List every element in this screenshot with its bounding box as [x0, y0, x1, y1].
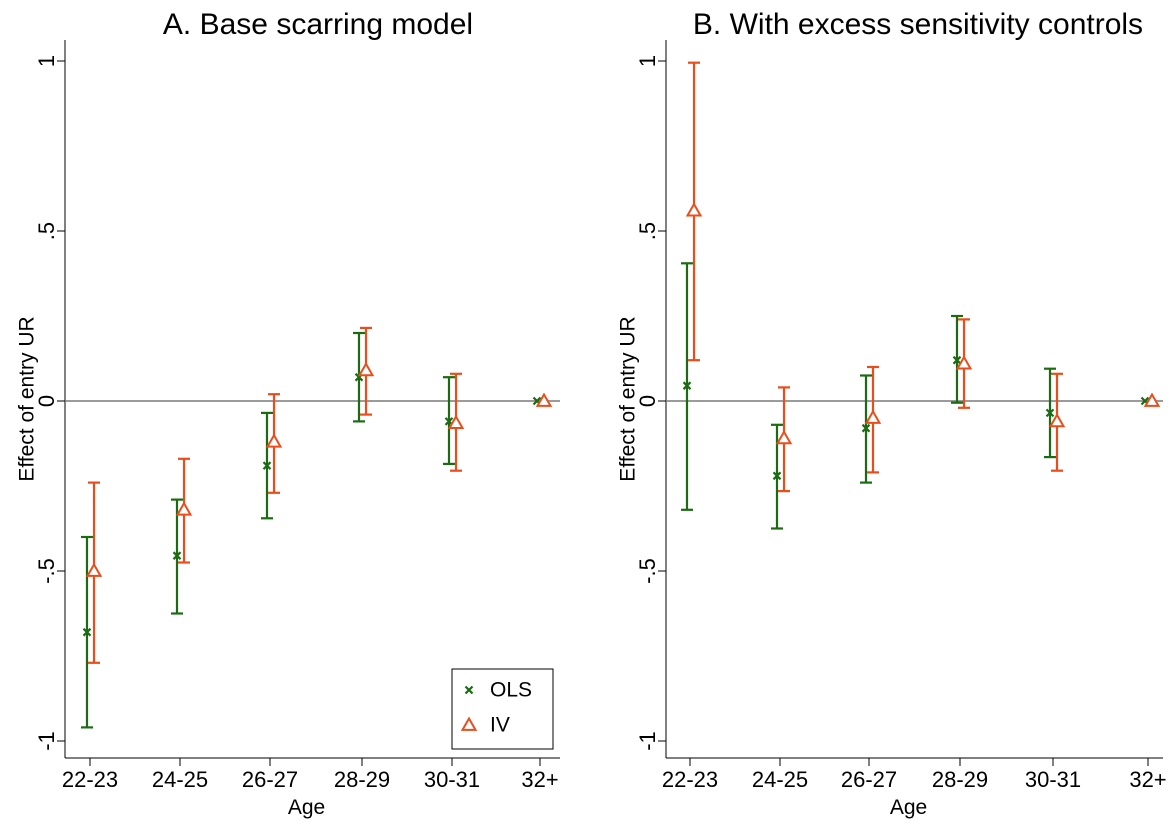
point-ols — [682, 381, 692, 390]
point-iv — [535, 392, 553, 407]
x-tick-label: 32+ — [1129, 767, 1166, 792]
y-axis-label: Effect of entry UR — [16, 316, 39, 481]
point-iv — [775, 429, 793, 445]
x-tick-label: 28-29 — [932, 767, 988, 792]
point-iv — [864, 409, 882, 424]
point-ols — [772, 471, 782, 481]
x-tick-label: 30-31 — [424, 767, 480, 792]
x-tick-label: 24-25 — [152, 767, 208, 792]
y-tick-label: 1 — [34, 55, 59, 67]
legend-marker-ols — [464, 685, 474, 695]
point-ols — [172, 551, 182, 560]
y-tick-label: 0 — [635, 395, 660, 407]
point-ols-stroke — [861, 423, 871, 433]
point-iv — [685, 202, 703, 217]
y-tick-label: 1 — [635, 55, 660, 67]
point-ols-stroke — [682, 381, 692, 390]
legend-label: IV — [490, 714, 510, 737]
x-axis-label: Age — [890, 796, 927, 819]
point-ols — [952, 355, 962, 365]
point-iv — [955, 355, 973, 370]
y-tick-label: -1 — [34, 731, 59, 751]
point-ols-stroke — [772, 471, 782, 481]
legend: OLS IV — [451, 668, 554, 750]
point-iv — [357, 361, 375, 377]
point-iv — [447, 414, 465, 429]
legend-label: OLS — [490, 679, 532, 702]
x-tick-label: 30-31 — [1025, 767, 1081, 792]
x-tick-label: 26-27 — [242, 767, 298, 792]
legend-box — [451, 668, 554, 750]
x-tick-label: 24-25 — [752, 767, 808, 792]
y-tick-label: -.5 — [635, 558, 660, 584]
point-ols-stroke — [1140, 396, 1150, 406]
point-ols — [262, 461, 272, 470]
legend-marker-iv — [460, 716, 478, 731]
x-axis-label: Age — [288, 796, 325, 819]
point-ols-stroke — [444, 417, 454, 426]
point-ols — [1045, 408, 1055, 418]
point-ols-stroke — [262, 461, 272, 470]
chart-title: B. With excess sensitivity controls — [693, 8, 1143, 41]
chart-panel-a: A. Base scarring model 1 .5 0 -.5 -122-23 24-2… — [16, 8, 560, 819]
y-tick-label: .5 — [34, 222, 59, 240]
point-ols-stroke — [532, 396, 542, 406]
x-tick-label: 28-29 — [334, 767, 390, 792]
y-tick-label: 0 — [34, 395, 59, 407]
y-tick-label: -1 — [635, 731, 660, 751]
x-tick-label: 22-23 — [62, 767, 118, 792]
point-ols-stroke — [952, 355, 962, 365]
x-tick-label: 32+ — [521, 767, 558, 792]
point-iv — [175, 501, 193, 516]
point-ols-stroke — [82, 627, 92, 637]
point-ols — [82, 627, 92, 637]
x-tick-label: 22-23 — [662, 767, 718, 792]
point-ols — [861, 423, 871, 433]
point-iv — [1143, 392, 1161, 407]
chart-title: A. Base scarring model — [163, 8, 473, 41]
y-tick-label: -.5 — [34, 558, 59, 584]
point-ols-stroke — [172, 551, 182, 560]
x-tick-label: 26-27 — [841, 767, 897, 792]
point-iv — [265, 433, 283, 448]
y-axis-label: Effect of entry UR — [617, 316, 640, 481]
point-ols-stroke — [1045, 408, 1055, 418]
chart-panel-b: B. With excess sensitivity controls 1 .5 0 -… — [617, 8, 1167, 819]
point-iv — [1048, 412, 1066, 428]
y-tick-label: .5 — [635, 222, 660, 240]
point-iv — [85, 562, 103, 577]
